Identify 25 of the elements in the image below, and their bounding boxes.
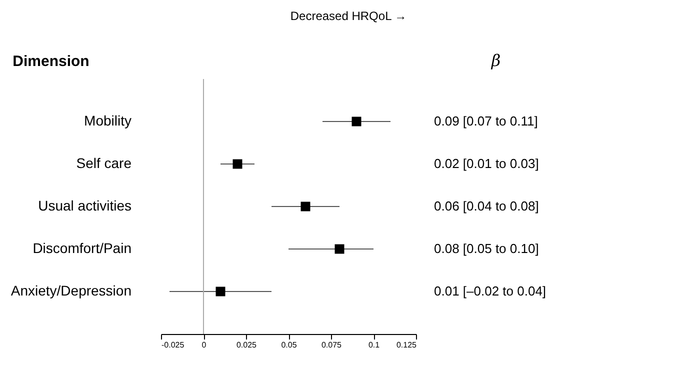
point [216, 286, 226, 296]
text: 0.02 [0.01 to 0.03] [434, 156, 539, 171]
point [334, 244, 344, 254]
text: 0.09 [0.07 to 0.11] [434, 114, 538, 128]
y-tick-label: Self care [76, 155, 132, 171]
text: 0.06 [0.04 to 0.08] [434, 198, 539, 214]
text: 0.01 [–0.02 to 0.04] [434, 284, 546, 298]
x-tick-label: 0.125 [396, 340, 418, 350]
x-tick-label: -0.025 [162, 340, 185, 350]
x-tick-label: 0.1 [368, 340, 380, 350]
y-axis-title: Dimension [12, 53, 90, 70]
y-tick-label: Discomfort/Pain [32, 240, 132, 256]
text: β [490, 51, 501, 70]
x-tick-label: 0.05 [281, 340, 298, 350]
y-tick-label: Usual activities [38, 198, 132, 214]
text: 0.08 [0.05 to 0.10] [434, 241, 539, 256]
x-tick-label: 0 [202, 340, 207, 350]
point [232, 159, 242, 169]
point [300, 202, 310, 212]
x-tick-label: 0.025 [236, 340, 258, 350]
point [352, 116, 362, 126]
y-tick-label: Anxiety/Depression [10, 282, 132, 298]
x-tick-label: 0.075 [321, 340, 342, 350]
y-tick-label: Mobility [84, 112, 132, 128]
chart-title: Decreased HRQoL → [290, 9, 407, 23]
